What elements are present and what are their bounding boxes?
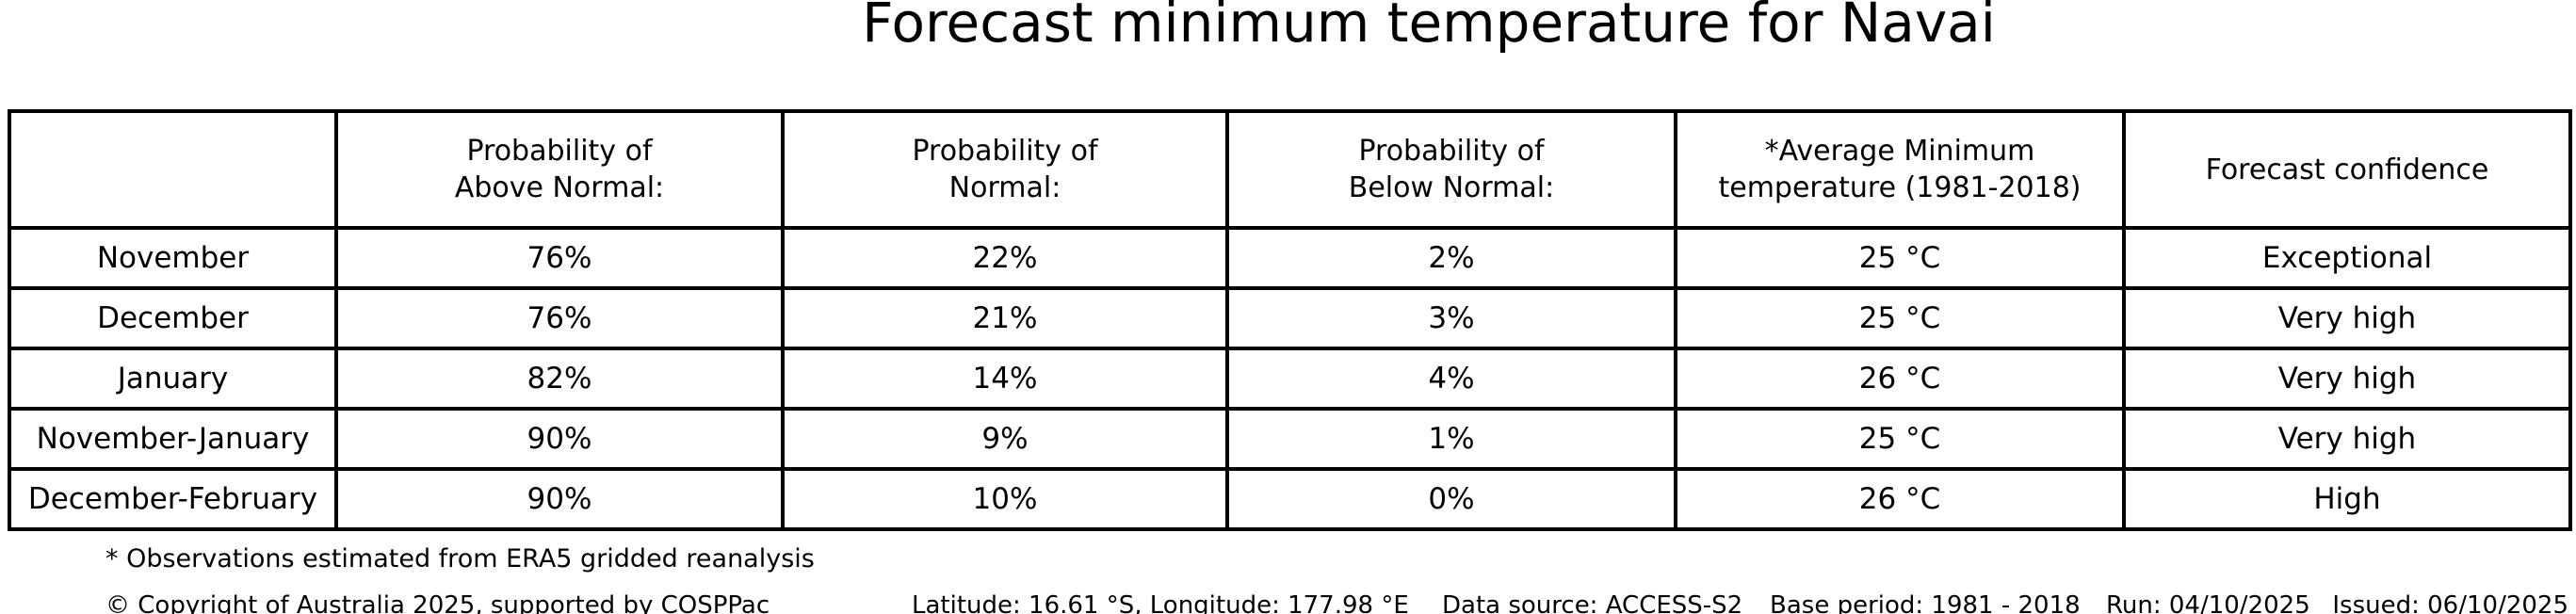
table-cell: 25 °C [1674,286,2126,350]
coordinates-text: Latitude: 16.61 °S, Longitude: 177.98 °E [912,591,1409,614]
table-cell: Very high [2122,407,2572,471]
table-cell: 1% [1225,407,1677,471]
table-cell: 9% [781,407,1229,471]
table-row: December-February 90% 10% 0% 26 °C High [8,467,2572,531]
table-cell: 22% [781,226,1229,290]
table-cell: 14% [781,347,1229,411]
table-row: December 76% 21% 3% 25 °C Very high [8,286,2572,350]
base-period-text: Base period: 1981 - 2018 [1770,591,2081,614]
footnote: * Observations estimated from ERA5 gridd… [105,544,815,574]
table-cell: Very high [2122,347,2572,411]
column-header-below-normal: Probability of Below Normal: [1225,109,1677,230]
run-date-text: Run: 04/10/2025 [2106,591,2310,614]
row-label: December-February [8,467,338,531]
row-label: November-January [8,407,338,471]
table-cell: 21% [781,286,1229,350]
data-source-text: Data source: ACCESS-S2 [1442,591,1743,614]
table-cell: 4% [1225,347,1677,411]
column-header-above-normal: Probability of Above Normal: [334,109,785,230]
table-cell: Exceptional [2122,226,2572,290]
table-cell: Very high [2122,286,2572,350]
table-row: November 76% 22% 2% 25 °C Exceptional [8,226,2572,290]
copyright-text: © Copyright of Australia 2025, supported… [105,591,770,614]
table-cell: 0% [1225,467,1677,531]
table-cell: 82% [334,347,785,411]
table-cell: 26 °C [1674,467,2126,531]
table-cell: High [2122,467,2572,531]
row-label: January [8,347,338,411]
table-cell: 76% [334,286,785,350]
row-label: December [8,286,338,350]
table-cell: 76% [334,226,785,290]
header-row: Probability of Above Normal: Probability… [8,109,2572,230]
issued-date-text: Issued: 06/10/2025 [2332,591,2568,614]
column-header-average-minimum: *Average Minimum temperature (1981-2018) [1674,109,2126,230]
table-cell: 2% [1225,226,1677,290]
table-cell: 90% [334,467,785,531]
column-header-normal: Probability of Normal: [781,109,1229,230]
row-label: November [8,226,338,290]
table-cell: 25 °C [1674,407,2126,471]
table-cell: 10% [781,467,1229,531]
table-row: January 82% 14% 4% 26 °C Very high [8,347,2572,411]
column-header-forecast-confidence: Forecast confidence [2122,109,2572,230]
corner-cell [8,109,338,230]
table-cell: 26 °C [1674,347,2126,411]
table-cell: 90% [334,407,785,471]
forecast-table: Probability of Above Normal: Probability… [8,109,2572,531]
page-title: Forecast minimum temperature for Navai [862,0,1996,55]
table-cell: 25 °C [1674,226,2126,290]
table-row: November-January 90% 9% 1% 25 °C Very hi… [8,407,2572,471]
table-cell: 3% [1225,286,1677,350]
